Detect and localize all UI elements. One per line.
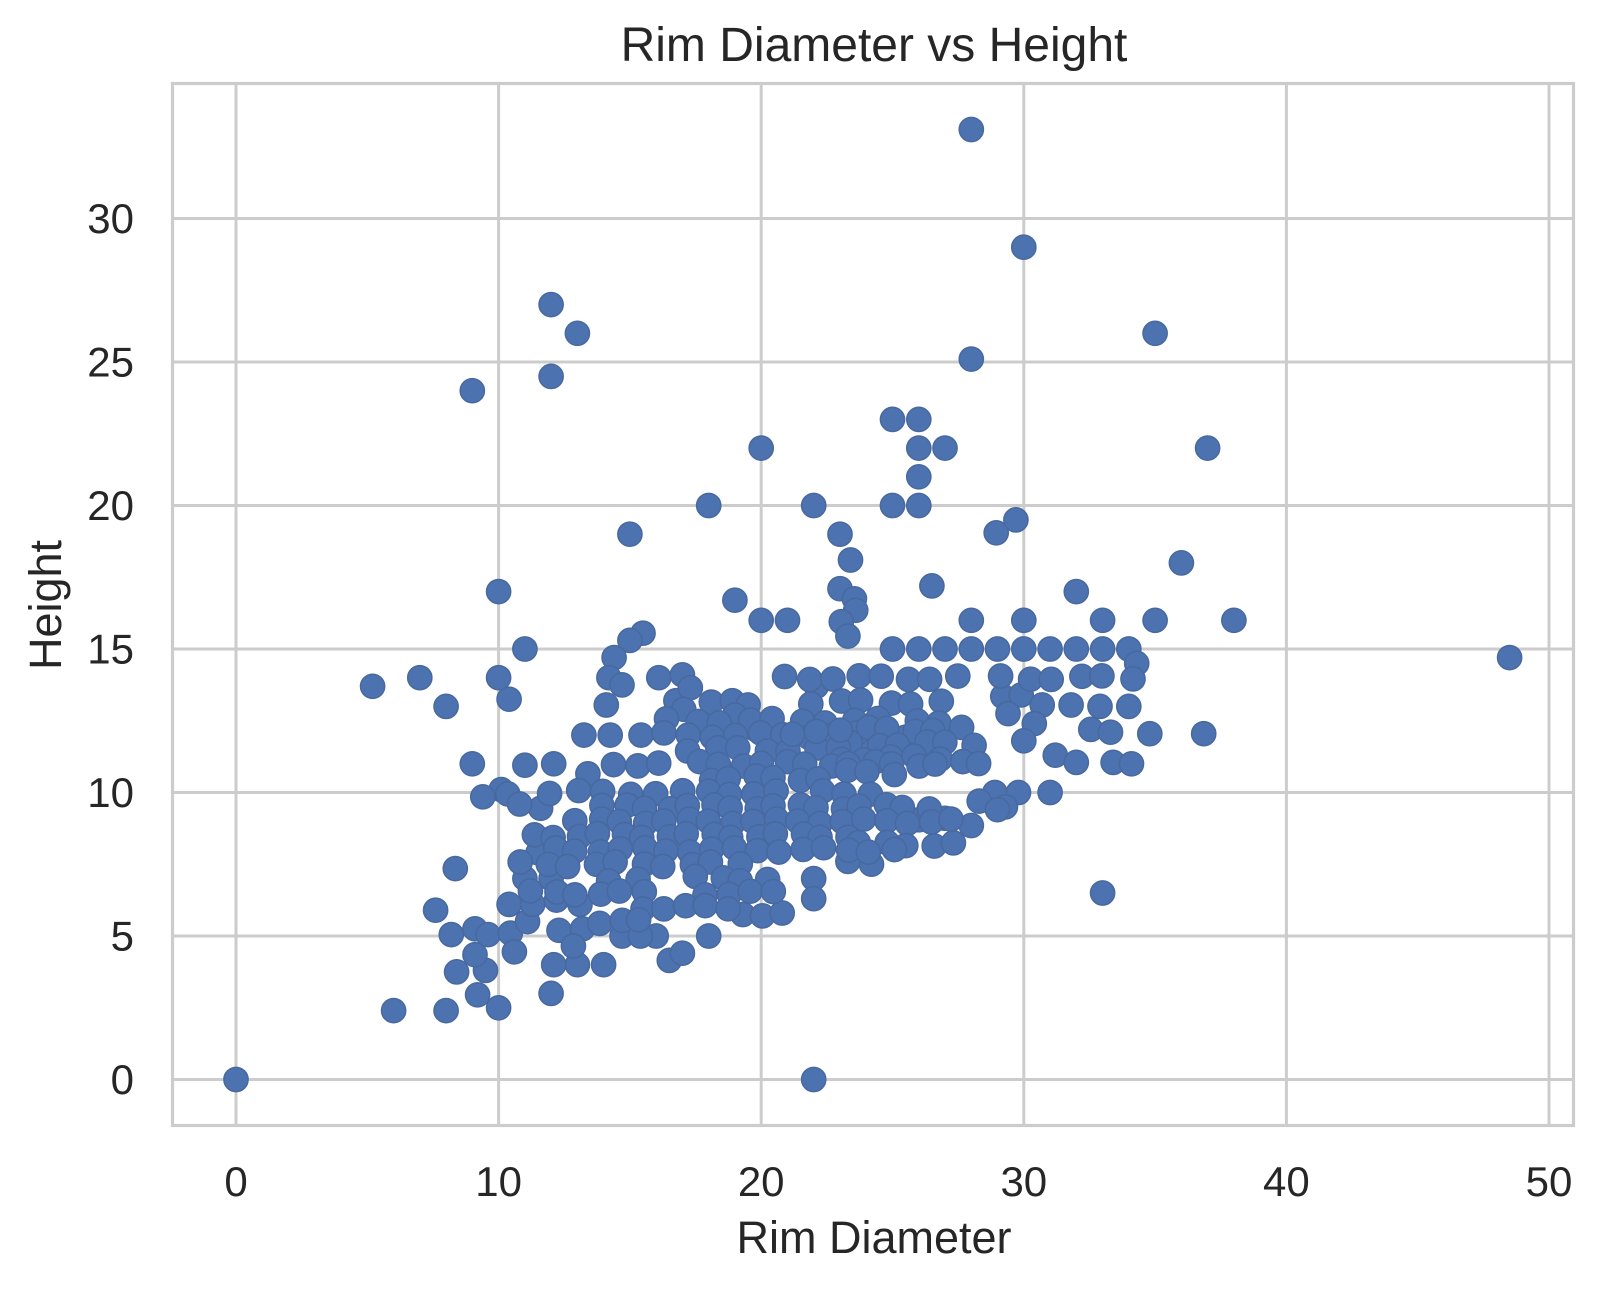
- svg-text:0: 0: [224, 1158, 247, 1205]
- svg-text:30: 30: [87, 195, 134, 242]
- svg-text:Rim Diameter vs Height: Rim Diameter vs Height: [621, 19, 1128, 72]
- svg-text:15: 15: [87, 626, 134, 673]
- svg-text:Rim Diameter: Rim Diameter: [736, 1212, 1011, 1263]
- svg-text:50: 50: [1526, 1158, 1573, 1205]
- svg-text:20: 20: [738, 1158, 785, 1205]
- svg-text:20: 20: [87, 482, 134, 529]
- svg-text:Height: Height: [20, 539, 71, 670]
- svg-text:10: 10: [475, 1158, 522, 1205]
- svg-text:5: 5: [111, 913, 134, 960]
- svg-text:25: 25: [87, 339, 134, 386]
- svg-text:0: 0: [111, 1056, 134, 1103]
- svg-text:30: 30: [1000, 1158, 1047, 1205]
- svg-text:10: 10: [87, 769, 134, 816]
- svg-text:40: 40: [1263, 1158, 1310, 1205]
